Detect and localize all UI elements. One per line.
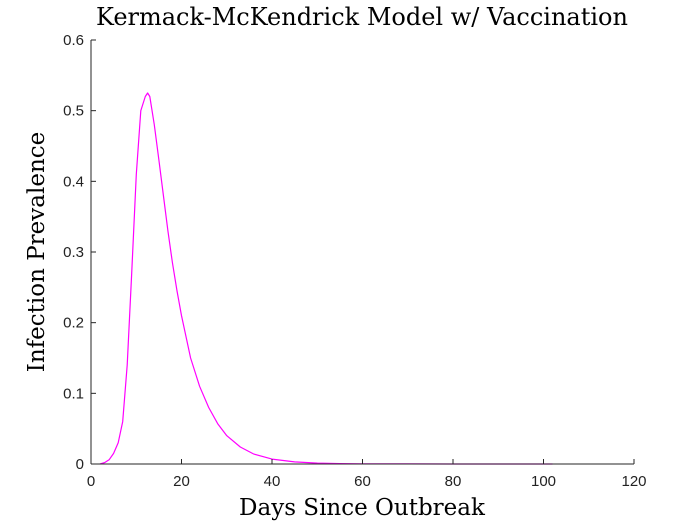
x-tick-label: 100 (531, 473, 556, 490)
chart-title: Kermack-McKendrick Model w/ Vaccination (96, 3, 628, 31)
y-tick-label: 0.1 (63, 385, 84, 402)
y-tick-label: 0.4 (63, 173, 84, 190)
x-tick-label: 0 (87, 473, 95, 490)
y-tick-label: 0.2 (63, 315, 84, 332)
y-tick-label: 0.3 (63, 244, 84, 261)
y-axis-ticks: 0 0.1 0.2 0.3 0.4 0.5 0.6 (63, 32, 96, 473)
x-tick-label: 40 (264, 473, 281, 490)
series-group (99, 92, 553, 465)
plot-background (91, 40, 634, 464)
y-tick-label: 0.5 (63, 103, 84, 120)
x-tick-label: 20 (173, 473, 190, 490)
x-tick-label: 120 (621, 473, 646, 490)
x-tick-label: 80 (445, 473, 462, 490)
x-axis-ticks: 0 20 40 60 80 100 120 (87, 459, 647, 490)
x-axis-label: Days Since Outbreak (239, 495, 486, 521)
series-line-infection-prevalence (99, 92, 553, 465)
y-tick-label: 0.6 (63, 32, 84, 49)
x-tick-label: 60 (354, 473, 371, 490)
y-axis-label: Infection Prevalence (24, 132, 50, 373)
plot-area: 0 20 40 60 80 100 120 0 0.1 0.2 0.3 0.4 0.5 0.6 (63, 32, 646, 490)
y-tick-label: 0 (76, 456, 84, 473)
